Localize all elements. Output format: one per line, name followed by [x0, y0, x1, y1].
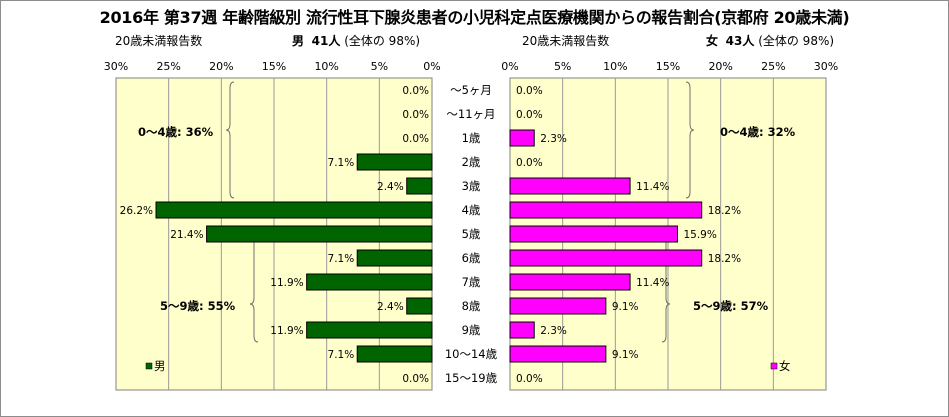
female-data-label: 11.4%	[636, 277, 669, 289]
male-data-label: 0.0%	[402, 109, 429, 121]
male-count-value: 41人	[311, 34, 341, 48]
category-label: 2歳	[462, 155, 481, 169]
female-young-annotation: 0～4歳: 32%	[720, 125, 796, 139]
female-bar	[509, 297, 607, 315]
female-legend-label: 女	[779, 359, 791, 373]
female-data-label: 9.1%	[612, 349, 639, 361]
female-count: 女 43人 (全体の 98%)	[706, 32, 834, 49]
female-bar	[509, 345, 607, 363]
male-data-label: 0.0%	[402, 133, 429, 145]
male-data-label: 11.9%	[270, 325, 303, 337]
male-tick-label: 25%	[156, 60, 180, 73]
category-label: ～11ヶ月	[446, 107, 495, 121]
female-tick-label: 0%	[501, 60, 518, 73]
male-data-label: 26.2%	[120, 205, 153, 217]
female-tick-label: 5%	[554, 60, 571, 73]
female-tick-label: 15%	[656, 60, 680, 73]
category-label: 5歳	[462, 227, 481, 241]
male-data-label: 7.1%	[328, 253, 355, 265]
male-bar	[356, 153, 433, 171]
female-school-annotation: 5～9歳: 57%	[693, 299, 769, 313]
chart-title: 2016年 第37週 年齢階級別 流行性耳下腺炎患者の小児科定点医療機関からの報…	[99, 8, 850, 27]
male-data-label: 0.0%	[402, 373, 429, 385]
female-data-label: 18.2%	[708, 205, 741, 217]
male-bar	[155, 201, 433, 219]
category-label: 10～14歳	[445, 347, 498, 361]
category-label: 8歳	[462, 299, 481, 313]
female-bar	[509, 129, 535, 147]
category-label: 7歳	[462, 275, 481, 289]
female-data-label: 18.2%	[708, 253, 741, 265]
female-tick-label: 20%	[708, 60, 732, 73]
category-label: 4歳	[462, 203, 481, 217]
male-young-annotation: 0～4歳: 36%	[138, 125, 214, 139]
male-bar	[406, 297, 433, 315]
female-bar	[509, 225, 678, 243]
category-label: 3歳	[462, 179, 481, 193]
male-tick-label: 0%	[423, 60, 440, 73]
male-tick-label: 10%	[314, 60, 338, 73]
male-data-label: 2.4%	[377, 301, 404, 313]
female-sex-label: 女	[706, 34, 719, 48]
male-tick-label: 20%	[209, 60, 233, 73]
male-legend-swatch	[145, 362, 153, 370]
male-bar	[356, 345, 433, 363]
female-tick-label: 25%	[761, 60, 785, 73]
category-label: 15～19歳	[445, 371, 498, 385]
male-data-label: 7.1%	[328, 157, 355, 169]
female-data-label: 11.4%	[636, 181, 669, 193]
category-label: 1歳	[462, 131, 481, 145]
female-young-bracket	[685, 81, 695, 199]
male-share: (全体の 98%)	[344, 34, 421, 48]
female-tick-label: 10%	[603, 60, 627, 73]
female-bar	[509, 273, 631, 291]
male-school-annotation: 5～9歳: 55%	[160, 299, 236, 313]
female-data-label: 0.0%	[516, 109, 543, 121]
category-label: 6歳	[462, 251, 481, 265]
male-data-label: 2.4%	[377, 181, 404, 193]
female-tick-label: 30%	[814, 60, 838, 73]
male-data-label: 11.9%	[270, 277, 303, 289]
male-data-label: 7.1%	[328, 349, 355, 361]
female-bar	[509, 321, 535, 339]
male-tick-label: 5%	[371, 60, 388, 73]
male-tick-label: 15%	[262, 60, 286, 73]
male-data-label: 0.0%	[402, 85, 429, 97]
female-data-label: 2.3%	[540, 133, 567, 145]
female-bar	[509, 201, 703, 219]
male-bar	[356, 249, 433, 267]
male-bar	[306, 321, 433, 339]
female-legend-swatch	[770, 362, 778, 370]
male-young-bracket	[225, 81, 235, 199]
male-count: 男 41人 (全体の 98%)	[292, 32, 420, 49]
female-count-value: 43人	[725, 34, 755, 48]
female-data-label: 9.1%	[612, 301, 639, 313]
female-share: (全体の 98%)	[758, 34, 835, 48]
male-header-label: 20歳未満報告数	[115, 34, 203, 48]
male-bar	[206, 225, 433, 243]
female-header: 20歳未満報告数	[522, 32, 609, 49]
female-header-label: 20歳未満報告数	[522, 34, 610, 48]
female-data-label: 0.0%	[516, 157, 543, 169]
male-data-label: 21.4%	[170, 229, 203, 241]
female-data-label: 15.9%	[683, 229, 716, 241]
male-header: 20歳未満報告数	[115, 32, 202, 49]
female-bar	[509, 249, 703, 267]
category-label: ～5ヶ月	[450, 83, 492, 97]
female-data-label: 0.0%	[516, 373, 543, 385]
female-data-label: 0.0%	[516, 85, 543, 97]
female-data-label: 2.3%	[540, 325, 567, 337]
male-bar	[406, 177, 433, 195]
male-tick-label: 30%	[104, 60, 128, 73]
male-bar	[306, 273, 433, 291]
category-label: 9歳	[462, 323, 481, 337]
female-bar	[509, 177, 631, 195]
male-sex-label: 男	[292, 34, 305, 48]
male-legend-label: 男	[154, 359, 166, 373]
